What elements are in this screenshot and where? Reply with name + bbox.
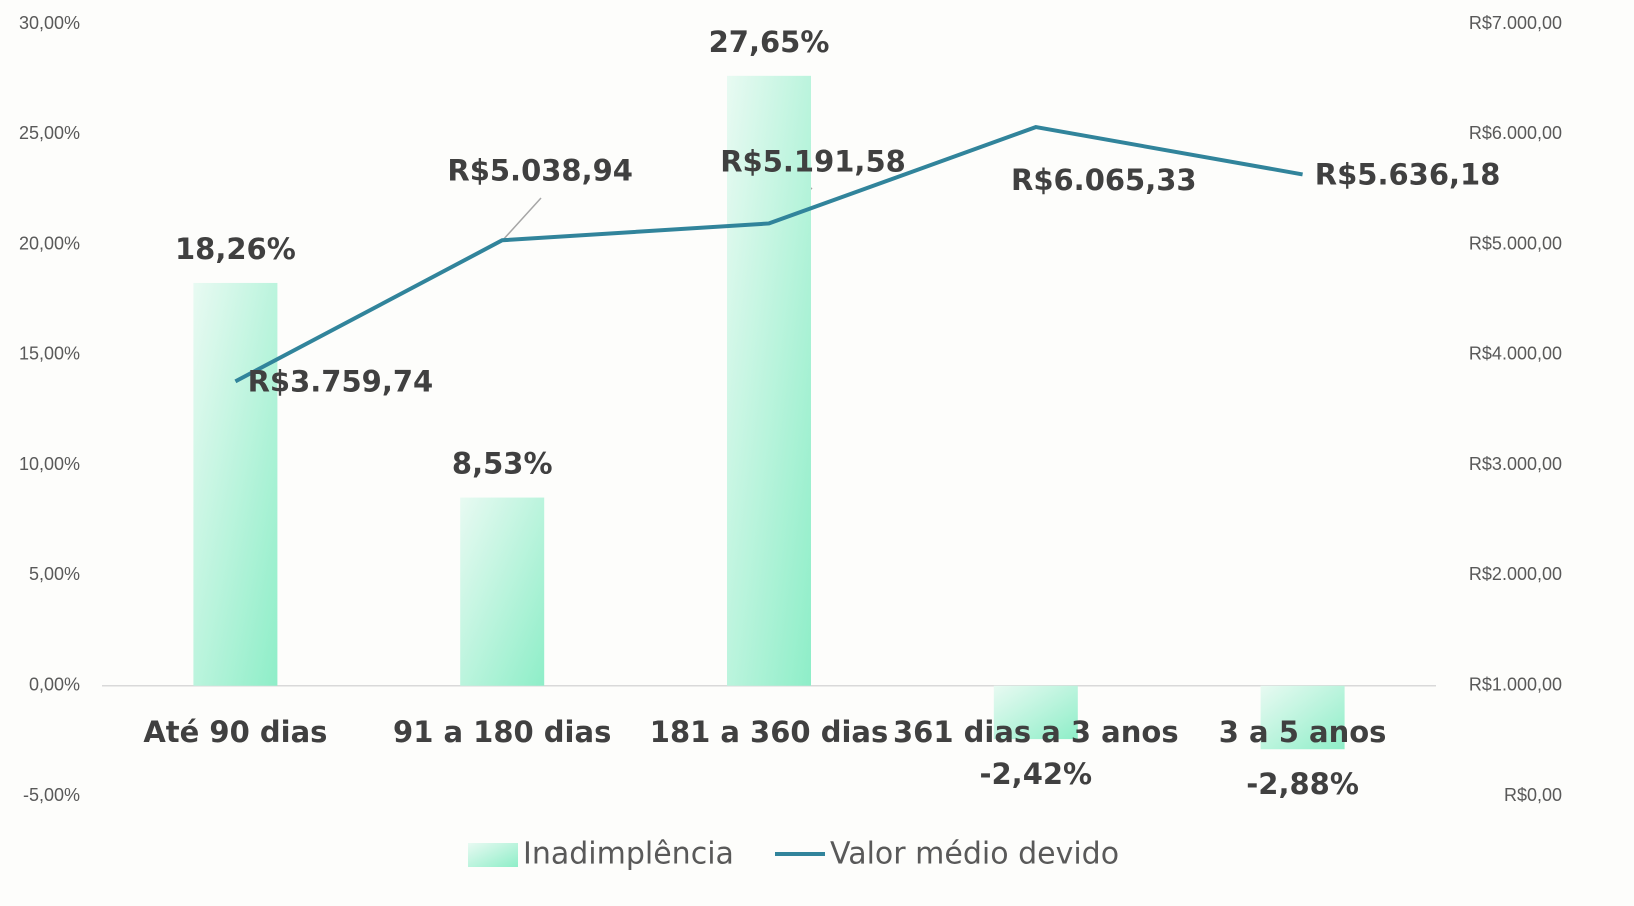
y2-tick-label: R$6.000,00 — [1469, 123, 1562, 143]
y-tick-label: 10,00% — [19, 454, 80, 474]
y2-tick-label: R$5.000,00 — [1469, 233, 1562, 253]
x-tick-label: 361 dias a 3 anos — [893, 715, 1179, 749]
data-label: R$3.759,74 — [248, 364, 434, 398]
line — [234, 125, 1303, 384]
y-tick-label: 25,00% — [19, 123, 80, 143]
data-label: R$5.038,94 — [447, 153, 633, 187]
data-label: R$5.191,58 — [720, 144, 906, 178]
y-tick-label: 15,00% — [19, 344, 80, 364]
bar — [460, 497, 545, 686]
y2-tick-label: R$7.000,00 — [1469, 13, 1562, 33]
data-label: 8,53% — [452, 447, 553, 481]
legend-label: Inadimplência — [523, 837, 734, 872]
y2-tick-label: R$1.000,00 — [1469, 674, 1562, 694]
legend-swatch — [468, 843, 518, 867]
x-tick-label: Até 90 dias — [143, 715, 327, 749]
y-tick-label: 20,00% — [19, 233, 80, 253]
x-tick-label: 91 a 180 dias — [393, 715, 611, 749]
bar — [193, 282, 278, 686]
y2-tick-label: R$3.000,00 — [1469, 454, 1562, 474]
data-label: -2,42% — [979, 757, 1092, 791]
x-tick-label: 181 a 360 dias — [650, 715, 888, 749]
leader-line — [501, 197, 542, 242]
bar — [1260, 685, 1345, 750]
data-label: -2,88% — [1246, 767, 1359, 801]
y2-tick-label: R$0,00 — [1504, 785, 1562, 805]
y2-tick-label: R$4.000,00 — [1469, 344, 1562, 364]
bar — [727, 75, 811, 686]
data-label: 27,65% — [709, 25, 830, 59]
y-tick-label: -5,00% — [23, 785, 80, 805]
y2-tick-label: R$2.000,00 — [1469, 564, 1562, 584]
data-label: R$5.636,18 — [1315, 157, 1501, 191]
x-tick-label: 3 a 5 anos — [1219, 715, 1387, 749]
y-tick-label: 30,00% — [19, 13, 80, 33]
data-label: 18,26% — [175, 232, 296, 266]
y-tick-label: 5,00% — [29, 564, 80, 584]
legend-label: Valor médio devido — [830, 837, 1119, 872]
y-tick-label: 0,00% — [29, 674, 80, 694]
data-label: R$6.065,33 — [1011, 163, 1197, 197]
bar — [993, 685, 1078, 740]
